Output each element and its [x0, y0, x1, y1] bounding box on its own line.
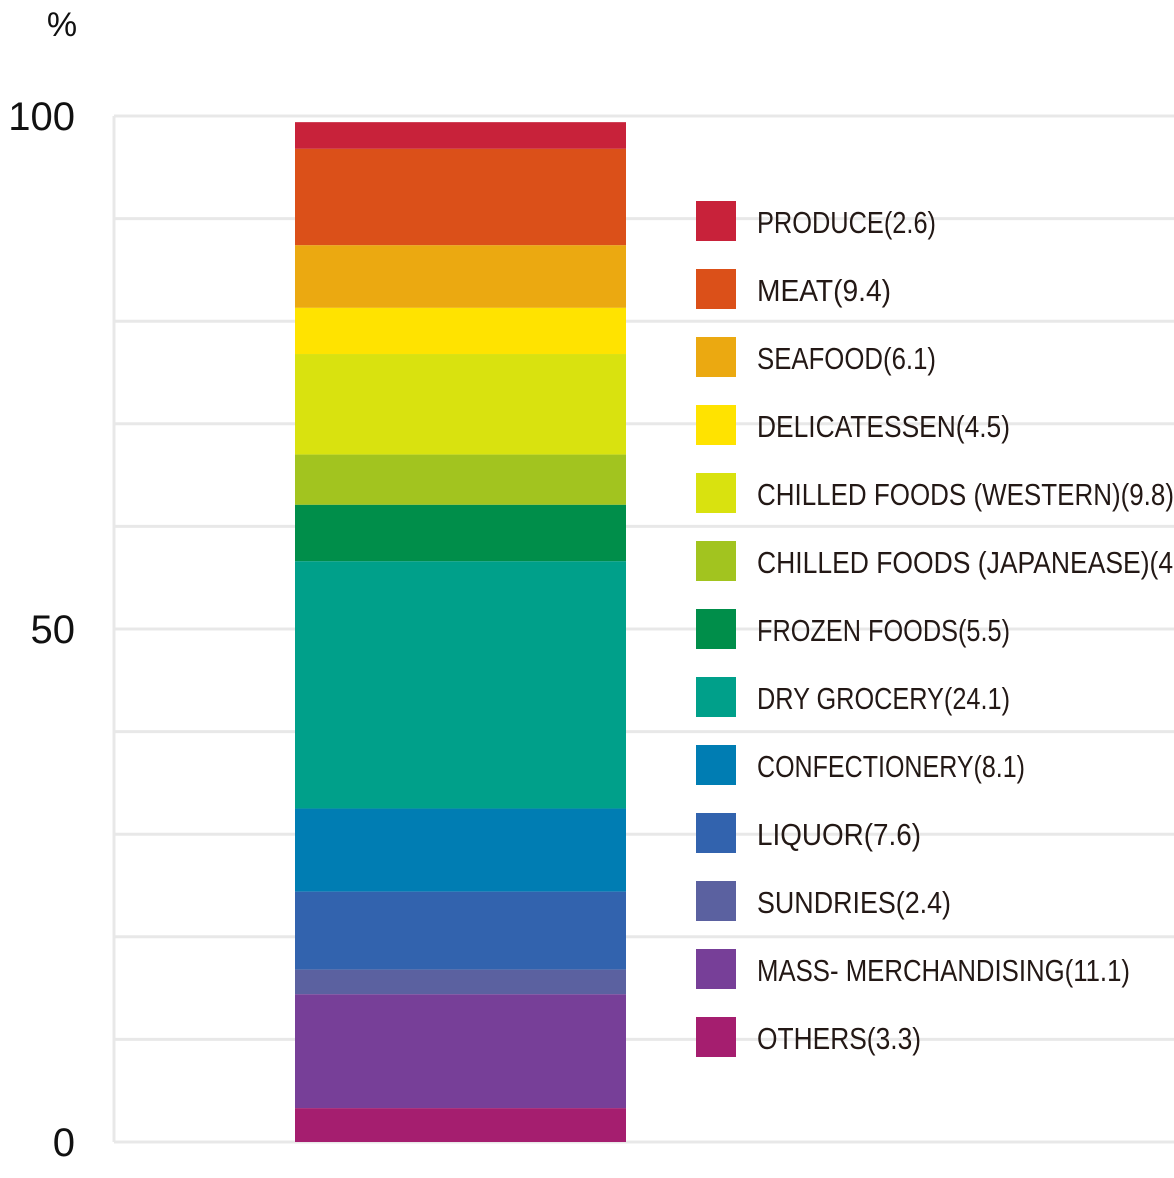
legend-swatch [696, 745, 736, 785]
bar-segment [295, 454, 626, 505]
legend-swatch [696, 337, 736, 377]
legend-swatch [696, 1017, 736, 1057]
legend-label: PRODUCE(2.6) [757, 205, 936, 240]
legend-swatch [696, 269, 736, 309]
bar-segment [295, 808, 626, 892]
legend-label: SUNDRIES(2.4) [757, 885, 951, 920]
bar-segment [295, 561, 626, 809]
legend-label: CHILLED FOODS (WESTERN)(9.8) [757, 477, 1174, 512]
legend-label: FROZEN FOODS(5.5) [757, 613, 1010, 648]
y-unit-label: % [47, 6, 77, 44]
legend-swatch [696, 949, 736, 989]
legend-label: CONFECTIONERY(8.1) [757, 749, 1025, 784]
legend-swatch [696, 881, 736, 921]
bar-segment [295, 891, 626, 970]
legend-swatch [696, 609, 736, 649]
legend-swatch [696, 201, 736, 241]
y-axis: % 0 50 100 [8, 6, 77, 1165]
y-tick-label: 0 [53, 1121, 75, 1165]
legend-swatch [696, 677, 736, 717]
grid-lines [112, 114, 1174, 1144]
stacked-bar [295, 122, 626, 1142]
legend: PRODUCE(2.6) MEAT(9.4) SEAFOOD(6.1) DELICAT… [696, 201, 1174, 1057]
legend-swatch [696, 541, 736, 581]
bar-segment [295, 504, 626, 562]
bar-segment [295, 122, 626, 149]
bar-segment [295, 994, 626, 1109]
legend-label: OTHERS(3.3) [757, 1021, 921, 1056]
bar-segment [295, 307, 626, 355]
legend-swatch [696, 473, 736, 513]
legend-label: DRY GROCERY(24.1) [757, 681, 1010, 716]
y-tick-label: 50 [31, 608, 76, 652]
legend-label: CHILLED FOODS (JAPANEASE)(4.9) [757, 545, 1174, 580]
legend-label: MASS- MERCHANDISING(11.1) [757, 953, 1130, 988]
legend-label: LIQUOR(7.6) [757, 817, 921, 852]
bar-segment [295, 969, 626, 995]
legend-label: DELICATESSEN(4.5) [757, 409, 1010, 444]
bar-segment [295, 148, 626, 246]
bar-segment [295, 245, 626, 308]
legend-swatch [696, 813, 736, 853]
legend-label: SEAFOOD(6.1) [757, 341, 936, 376]
y-tick-label: 100 [8, 95, 75, 139]
legend-swatch [696, 405, 736, 445]
legend-label: MEAT(9.4) [757, 273, 891, 308]
bar-segment [295, 354, 626, 455]
bar-segment [295, 1108, 626, 1142]
